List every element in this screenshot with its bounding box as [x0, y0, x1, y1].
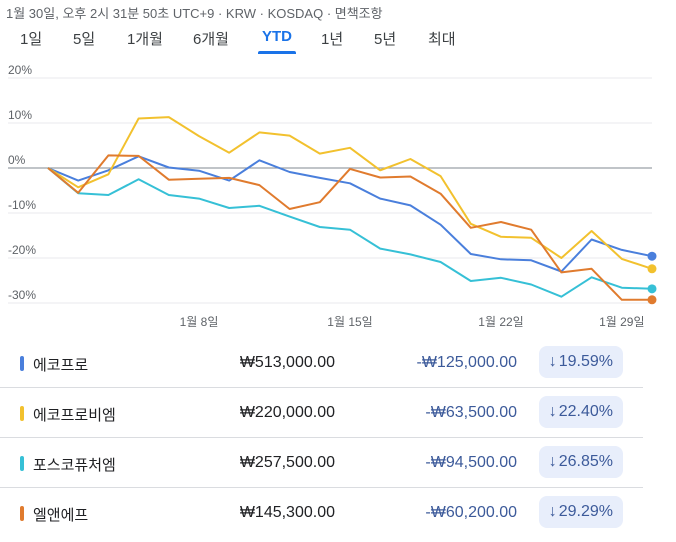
- stock-price: ₩220,000.00: [239, 404, 335, 421]
- tab-5y[interactable]: 5년: [374, 31, 397, 48]
- tab-6m[interactable]: 6개월: [193, 31, 229, 48]
- series-color-swatch: [20, 506, 24, 521]
- series-end-marker: [647, 264, 657, 274]
- series-line: [47, 154, 652, 301]
- legend-row-ecopro[interactable]: 에코프로 ₩513,000.00 -₩125,000.00 ↓ 19.59%: [0, 338, 643, 388]
- y-tick-label: 20%: [8, 63, 32, 77]
- stock-name: 에코프로: [33, 357, 89, 374]
- price-change: -₩63,500.00: [425, 404, 517, 421]
- legend-row-lnf[interactable]: 엘앤에프 ₩145,300.00 -₩60,200.00 ↓ 29.29%: [0, 488, 643, 537]
- stock-name: 엘앤에프: [33, 507, 89, 524]
- tab-5d[interactable]: 5일: [73, 31, 96, 48]
- arrow-down-icon: ↓: [548, 403, 557, 420]
- stock-name: 포스코퓨처엠: [33, 457, 116, 474]
- series-color-swatch: [20, 356, 24, 371]
- stock-price: ₩257,500.00: [239, 454, 335, 471]
- tab-1m[interactable]: 1개월: [127, 31, 163, 48]
- series-end-marker: [647, 295, 657, 305]
- range-tabs: 1일 5일 1개월 6개월 YTD 1년 5년 최대: [0, 28, 676, 56]
- comparison-line-chart: 20% 10% 0% -10% -20% -30% 1월 8일 1월 15일 1월 22일 1월 …: [8, 63, 657, 329]
- tab-1d[interactable]: 1일: [20, 31, 43, 48]
- series-end-marker: [647, 251, 657, 261]
- arrow-down-icon: ↓: [548, 503, 557, 520]
- y-tick-label: -10%: [8, 198, 36, 212]
- percent-change-badge: ↓ 26.85%: [538, 446, 623, 478]
- market-info-header: 1월 30일, 오후 2시 31분 50초 UTC+9 · KRW · KOSD…: [6, 6, 383, 21]
- arrow-down-icon: ↓: [548, 353, 557, 370]
- x-tick-label: 1월 15일: [327, 315, 372, 329]
- y-tick-label: 0%: [8, 153, 26, 167]
- tab-max[interactable]: 최대: [428, 31, 456, 48]
- series-end-marker: [647, 284, 657, 294]
- price-change: -₩94,500.00: [425, 454, 517, 471]
- series-color-swatch: [20, 406, 24, 421]
- stock-name: 에코프로비엠: [33, 407, 116, 424]
- series-line: [47, 155, 653, 273]
- percent-change-badge: ↓ 22.40%: [538, 396, 623, 428]
- series-line: [47, 116, 653, 270]
- y-tick-label: 10%: [8, 108, 32, 122]
- comparison-legend: 에코프로 ₩513,000.00 -₩125,000.00 ↓ 19.59% 에코…: [0, 338, 643, 537]
- arrow-down-icon: ↓: [548, 453, 557, 470]
- series-line: [47, 167, 653, 298]
- percent-change-badge: ↓ 29.29%: [538, 496, 623, 528]
- tab-ytd[interactable]: YTD: [262, 28, 292, 45]
- stock-price: ₩145,300.00: [239, 504, 335, 521]
- percent-change-badge: ↓ 19.59%: [538, 346, 623, 378]
- y-tick-label: -20%: [8, 243, 36, 257]
- price-change: -₩125,000.00: [416, 354, 517, 371]
- x-tick-label: 1월 22일: [478, 315, 523, 329]
- legend-row-posco-futurem[interactable]: 포스코퓨처엠 ₩257,500.00 -₩94,500.00 ↓ 26.85%: [0, 438, 643, 488]
- y-tick-label: -30%: [8, 288, 36, 302]
- x-tick-label: 1월 29일: [599, 315, 644, 329]
- tab-1y[interactable]: 1년: [321, 31, 344, 48]
- price-change: -₩60,200.00: [425, 504, 517, 521]
- active-tab-indicator: [258, 51, 296, 54]
- x-tick-label: 1월 8일: [180, 315, 219, 329]
- stock-price: ₩513,000.00: [239, 354, 335, 371]
- series-color-swatch: [20, 456, 24, 471]
- legend-row-ecopro-bm[interactable]: 에코프로비엠 ₩220,000.00 -₩63,500.00 ↓ 22.40%: [0, 388, 643, 438]
